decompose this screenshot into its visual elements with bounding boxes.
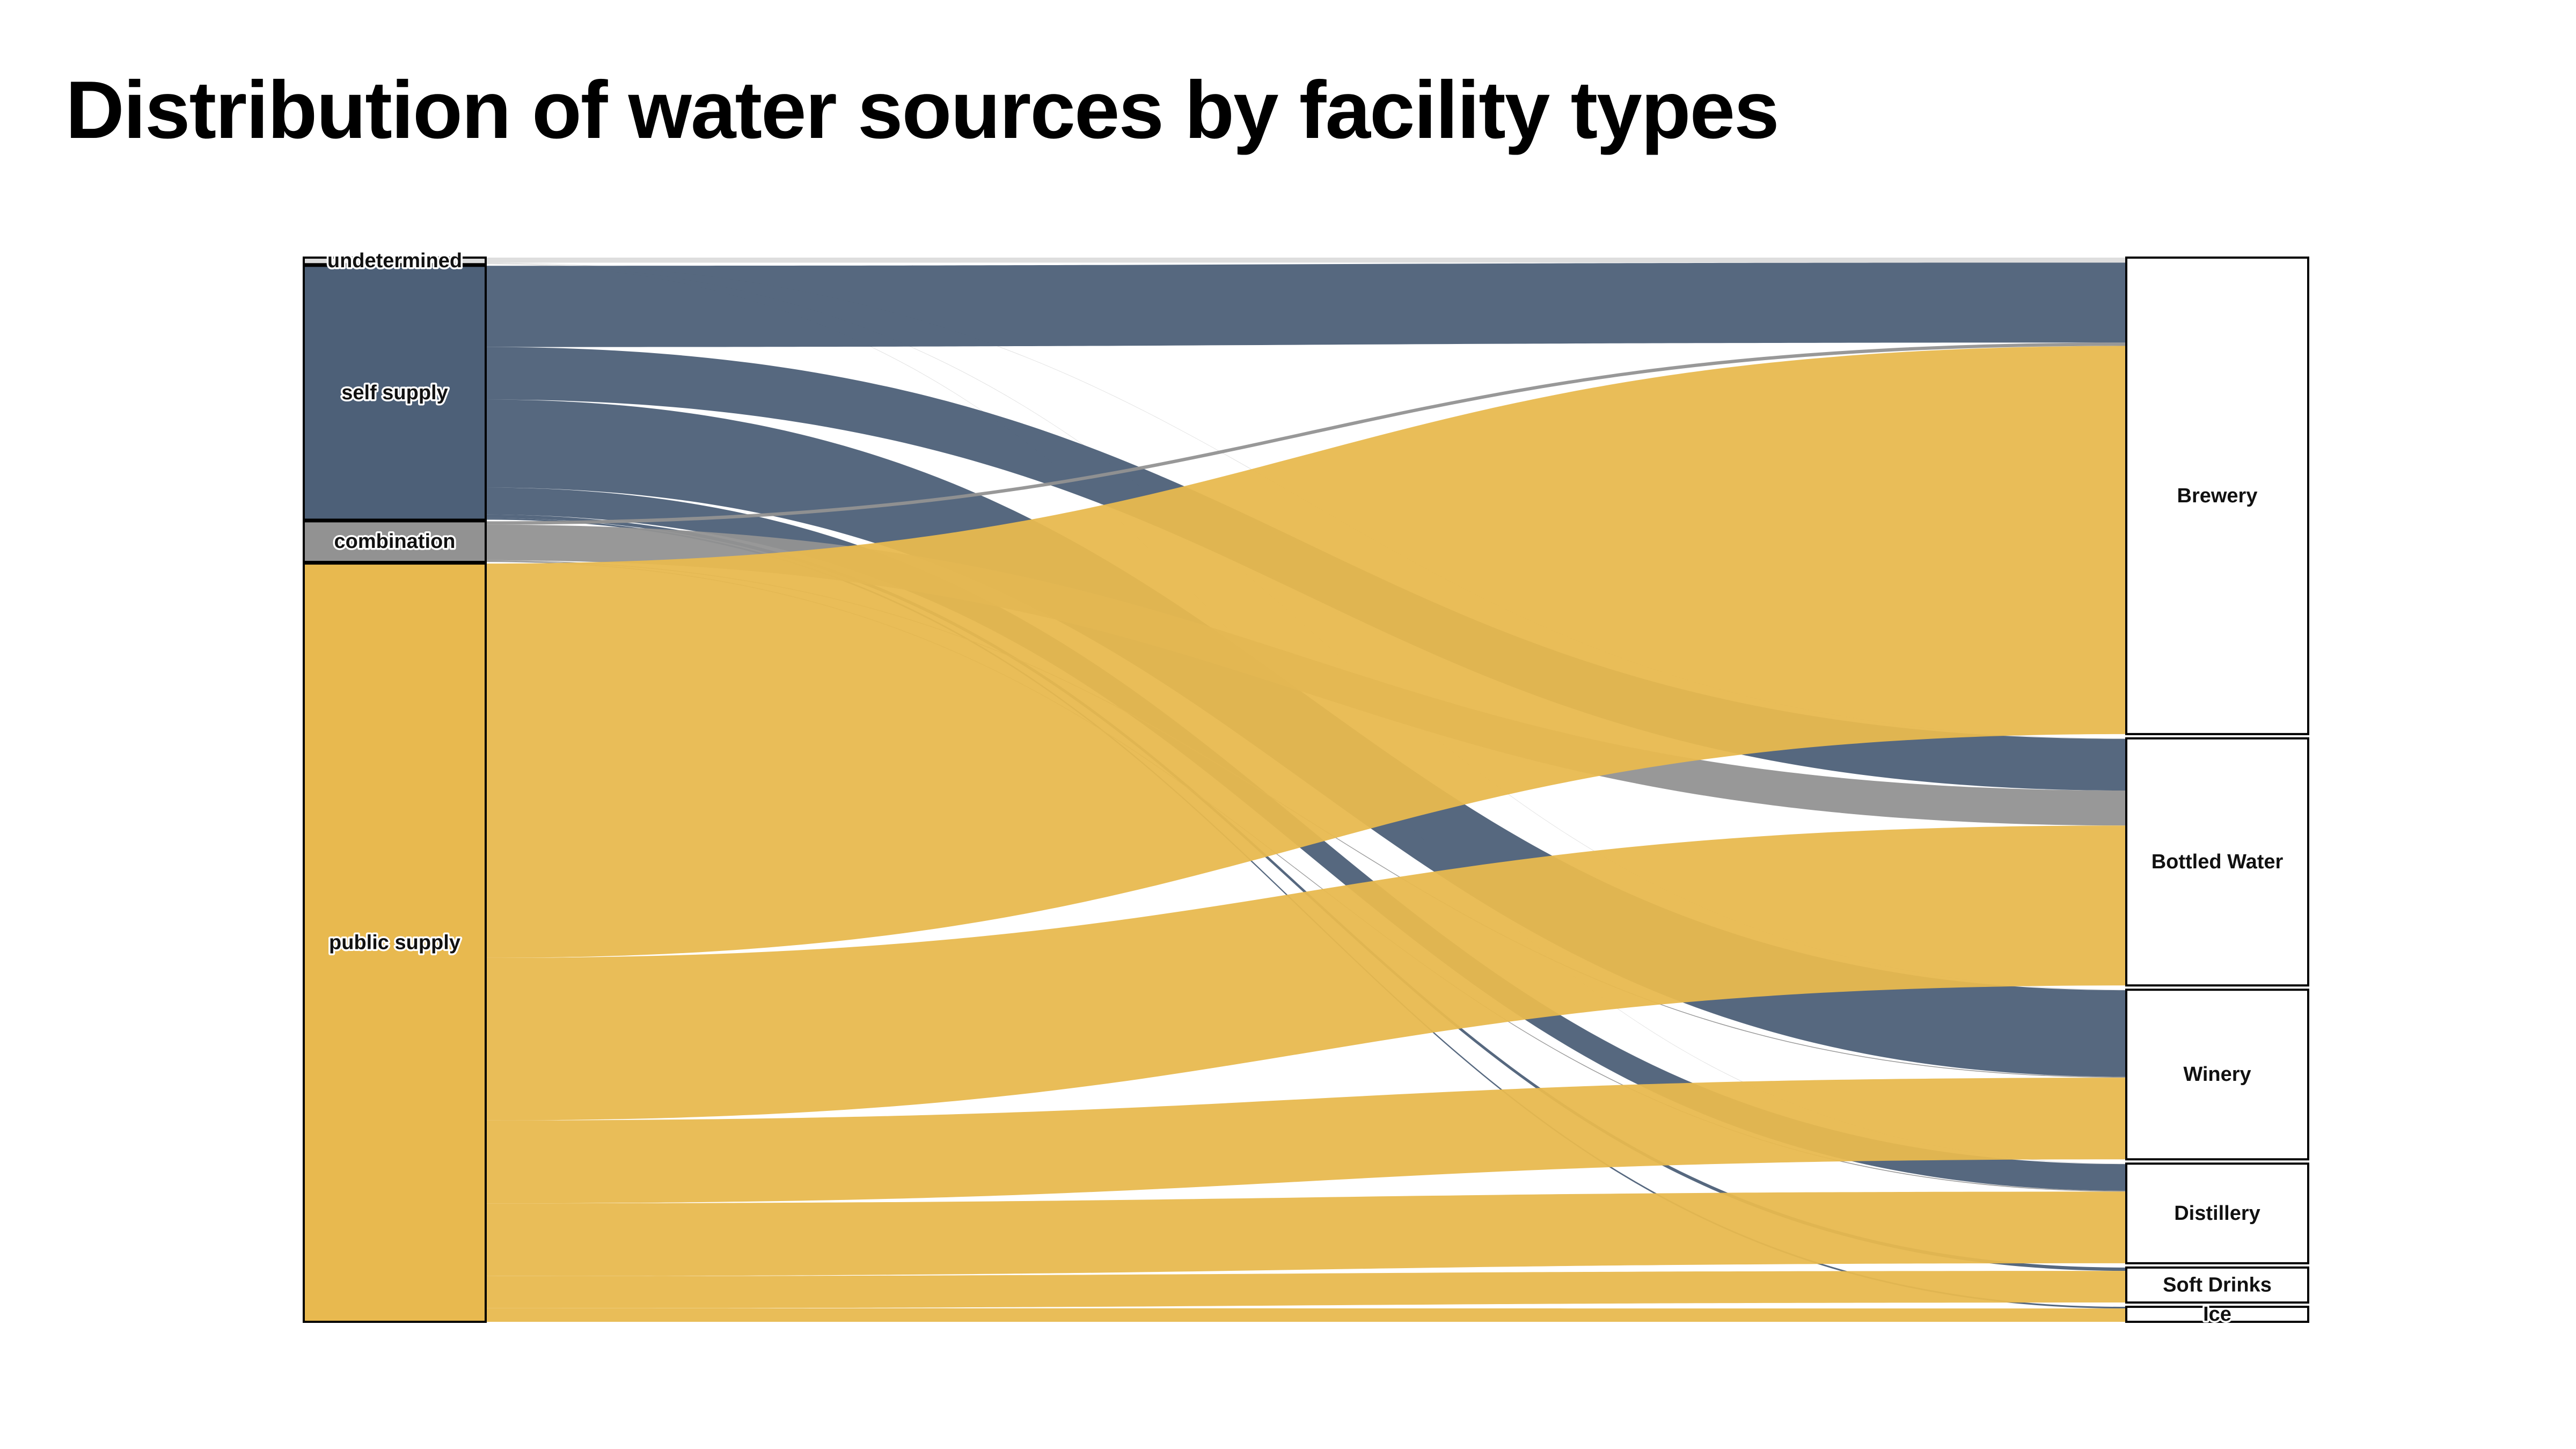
link-public-supply-to-brewery <box>486 346 2126 958</box>
target-label-bottled-water: Bottled Water <box>2151 851 2284 873</box>
link-public-supply-to-soft-drinks <box>486 1271 2126 1308</box>
link-public-supply-to-winery <box>486 1078 2126 1204</box>
sankey-links <box>486 258 2126 1322</box>
target-node-brewery <box>2125 257 2309 735</box>
target-label-brewery: Brewery <box>2177 485 2258 507</box>
source-label-public-supply: public supply <box>329 932 460 954</box>
source-label-self-supply: self supply <box>341 382 448 404</box>
target-label-distillery: Distillery <box>2174 1202 2260 1225</box>
source-node-undetermined <box>303 257 487 266</box>
target-label-winery: Winery <box>2183 1063 2251 1086</box>
link-public-supply-to-bottled-water <box>486 825 2126 1121</box>
target-node-soft-drinks <box>2125 1266 2309 1304</box>
target-node-bottled-water <box>2125 737 2309 987</box>
source-node-combination <box>303 520 487 564</box>
source-label-undetermined: undetermined <box>327 250 462 272</box>
source-label-combination: combination <box>334 530 456 553</box>
source-node-public-supply <box>303 562 487 1323</box>
target-node-winery <box>2125 989 2309 1161</box>
source-node-self-supply <box>303 265 487 521</box>
link-combination-to-brewery <box>486 342 2126 525</box>
target-label-ice: Ice <box>2203 1303 2231 1326</box>
sankey-labels: undetermined self supply combination public… <box>325 248 2285 1328</box>
chart-title: Distribution of water sources by facilit… <box>65 64 1780 156</box>
link-public-supply-to-distillery <box>486 1191 2126 1276</box>
target-label-soft-drinks: Soft Drinks <box>2163 1274 2272 1296</box>
target-node-ice <box>2125 1306 2309 1323</box>
link-public-supply-to-ice <box>486 1308 2126 1322</box>
sankey-nodes <box>303 257 2309 1323</box>
link-undetermined-to-brewery <box>486 258 2126 263</box>
link-combination-to-distillery <box>486 561 2126 1192</box>
target-node-distillery <box>2125 1162 2309 1264</box>
link-self-supply-to-brewery <box>486 262 2126 347</box>
